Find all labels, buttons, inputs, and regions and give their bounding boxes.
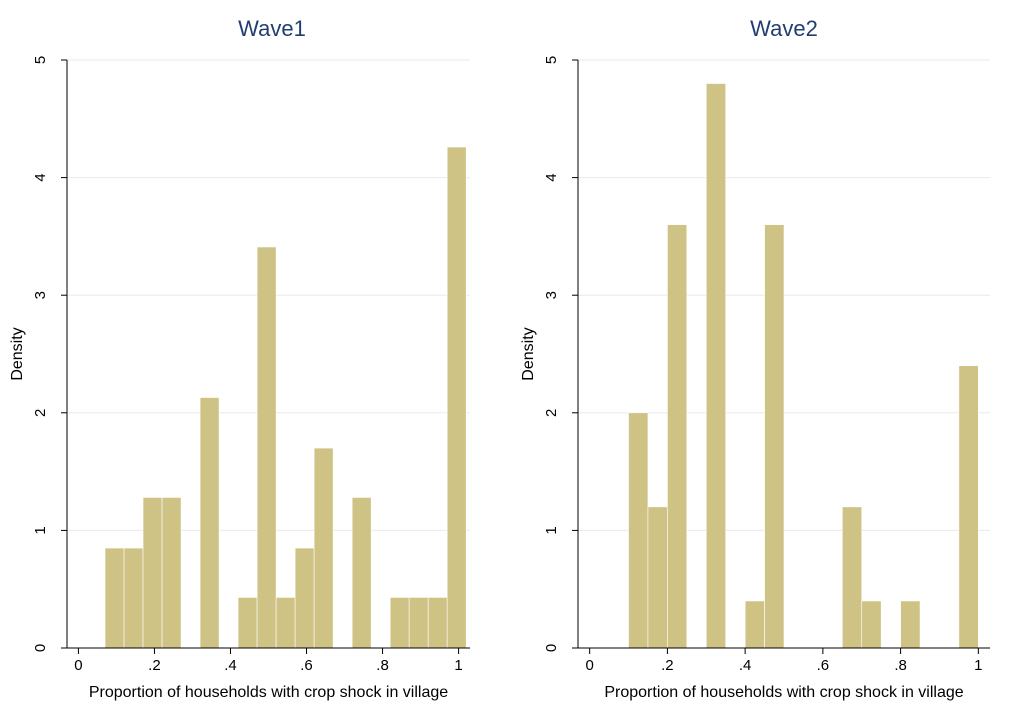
histogram-bar [861, 600, 882, 649]
y-tick-label: 1 [543, 526, 560, 534]
histogram-bar [389, 597, 410, 649]
panel-1: 0 1 2 3 4 5 0 .2 .4 .6 .8 1 Wave1 Proportion of house… [9, 16, 470, 701]
y-axis-label: Density [520, 327, 537, 380]
y-tick-label: 3 [32, 291, 49, 299]
x-tick-label: .8 [376, 657, 389, 674]
chart-title: Wave1 [238, 16, 306, 41]
histogram-bar [842, 506, 863, 649]
x-tick-label: 1 [454, 657, 462, 674]
x-axis-label: Proportion of households with crop shock… [604, 684, 963, 701]
panel-2: 0 1 2 3 4 5 0 .2 .4 .6 .8 1 Wave2 Proportion of house… [520, 16, 990, 701]
histogram-bar [744, 600, 765, 649]
x-tick-label: .4 [739, 657, 752, 674]
histogram-bar [764, 224, 785, 649]
histogram-bar [427, 597, 448, 649]
histogram-bar [408, 597, 429, 649]
histogram-bar [900, 600, 921, 649]
histogram-bar [294, 547, 315, 649]
chart-title: Wave2 [750, 16, 818, 41]
histogram-bar [123, 547, 144, 649]
histogram-bar [161, 497, 182, 649]
x-tick-label: .6 [300, 657, 313, 674]
histogram-bar [446, 146, 467, 649]
x-tick-label: .8 [894, 657, 907, 674]
histogram-bar [104, 547, 125, 649]
histogram-bar [313, 447, 334, 649]
y-tick-label: 0 [32, 644, 49, 652]
x-axis-label: Proportion of households with crop shock… [89, 684, 448, 701]
histogram-bar [256, 246, 277, 649]
y-tick-label: 2 [543, 409, 560, 417]
y-tick-label: 3 [543, 291, 560, 299]
histogram-bar [628, 412, 649, 649]
histogram-bar [142, 497, 163, 649]
histogram-bar [647, 506, 668, 649]
y-tick-label: 5 [543, 56, 560, 64]
histogram-bar [199, 397, 220, 649]
histogram-bar [667, 224, 688, 649]
y-tick-label: 5 [32, 56, 49, 64]
x-tick-label: 0 [585, 657, 593, 674]
y-tick-label: 0 [543, 644, 560, 652]
x-tick-label: .4 [224, 657, 237, 674]
histogram-bar [237, 597, 258, 649]
y-tick-label: 4 [543, 173, 560, 181]
histogram-bar [351, 497, 372, 649]
y-tick-label: 4 [32, 173, 49, 181]
histogram-bar [705, 83, 726, 649]
y-tick-label: 2 [32, 409, 49, 417]
x-tick-label: 1 [974, 657, 982, 674]
y-axis-label: Density [9, 327, 26, 380]
x-tick-label: .6 [817, 657, 830, 674]
x-tick-label: .2 [148, 657, 161, 674]
x-tick-label: 0 [74, 657, 82, 674]
histogram-bar [275, 597, 296, 649]
y-tick-label: 1 [32, 526, 49, 534]
histogram-bar [958, 365, 979, 649]
x-tick-label: .2 [661, 657, 674, 674]
